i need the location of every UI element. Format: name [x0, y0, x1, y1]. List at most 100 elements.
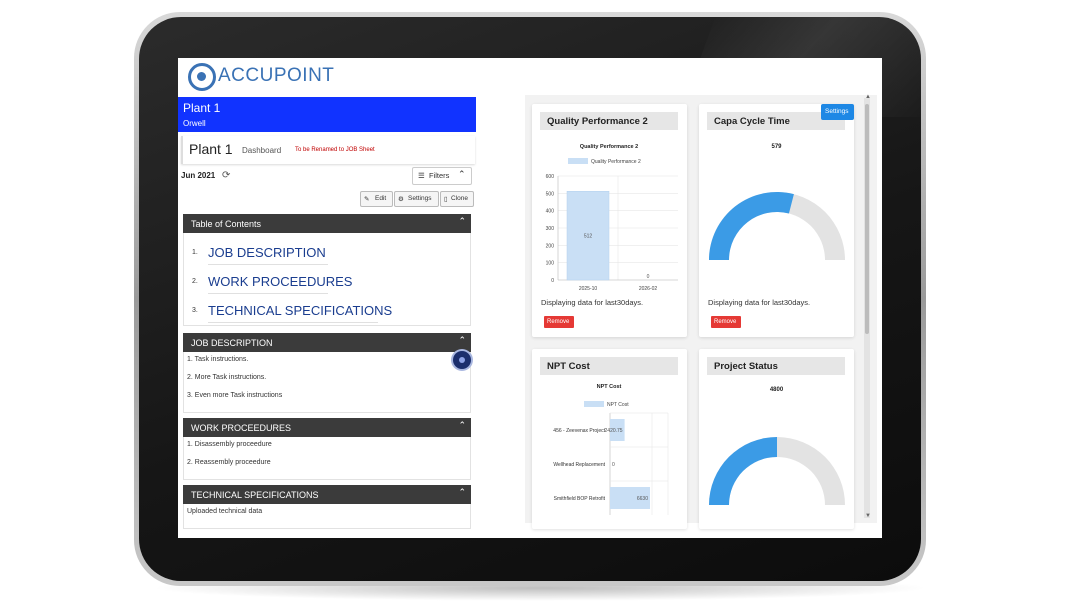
gauge-value: 579	[771, 144, 782, 150]
bar[interactable]	[610, 419, 625, 441]
page-subtitle: Dashboard	[242, 146, 282, 155]
list-item: 2. More Task instructions.	[187, 374, 267, 381]
card-title-label: Capa Cycle Time	[714, 116, 790, 127]
rename-note: To be Renamed to JOB Sheet	[295, 147, 375, 153]
category-label: 456 - Zeevenax Project	[553, 428, 605, 434]
toc-divider	[208, 264, 328, 265]
gear-icon: ⚙	[398, 196, 404, 203]
filters-label: Filters	[429, 171, 450, 180]
toc-item-number: 1.	[192, 249, 198, 256]
legend-label: Quality Performance 2	[591, 159, 641, 165]
chevron-up-icon: ⌃	[458, 487, 466, 497]
accupoint-logo-icon	[188, 63, 216, 91]
filters-button[interactable]: ☰ Filters ⌃	[412, 167, 472, 185]
bar[interactable]	[610, 487, 650, 509]
toc-item-number: 3.	[192, 307, 198, 314]
data-label: 0	[647, 274, 650, 280]
plant-header[interactable]: Plant 1 Orwell	[178, 97, 476, 132]
plant-name: Plant 1	[183, 101, 221, 115]
remove-label: Remove	[547, 319, 570, 325]
page-title-card: Plant 1 Dashboard To be Renamed to JOB S…	[181, 136, 475, 164]
legend-label: NPT Cost	[607, 402, 629, 408]
y-tick-label: 400	[546, 209, 555, 215]
project-status-card: Project Status 4800	[699, 349, 854, 529]
legend-swatch	[584, 401, 604, 407]
gauge-fill	[709, 192, 794, 260]
card-title: Quality Performance 2	[540, 112, 678, 130]
toc-item[interactable]: 3. TECHNICAL SPECIFICATIONS	[192, 303, 462, 325]
x-tick-label: 2026-02	[639, 286, 658, 292]
list-item: 2. Reassembly proceedure	[187, 459, 271, 466]
data-label: 6630	[637, 496, 648, 502]
clone-button[interactable]: ▯ Clone	[440, 191, 474, 207]
data-range-note: Displaying data for last30days.	[708, 298, 811, 307]
card-title: Project Status	[707, 357, 845, 375]
settings-button[interactable]: ⚙ Settings	[394, 191, 439, 207]
card-title-label: Project Status	[714, 361, 778, 372]
logo-dot	[197, 72, 206, 81]
y-tick-label: 0	[551, 278, 554, 284]
toc-body: 1. JOB DESCRIPTION 2. WORK PROCEEDURES 3…	[183, 233, 471, 326]
work-proceedures-header[interactable]: WORK PROCEEDURES ⌃	[183, 418, 471, 437]
filters-icon: ☰	[418, 171, 425, 180]
card-title-label: NPT Cost	[547, 361, 590, 372]
job-description-body: 1. Task instructions. 2. More Task instr…	[183, 352, 471, 413]
bar[interactable]	[566, 191, 610, 281]
toc-item[interactable]: 2. WORK PROCEEDURES	[192, 274, 462, 296]
dashboard-settings-button[interactable]: Settings	[821, 104, 854, 120]
remove-button[interactable]: Remove	[711, 316, 741, 328]
toc-item[interactable]: 1. JOB DESCRIPTION	[192, 245, 462, 267]
technical-specifications-header-label: TECHNICAL SPECIFICATIONS	[191, 490, 319, 500]
tablet-screen: ACCUPOINT Plant 1 Orwell Plant 1 Dashboa…	[178, 58, 882, 538]
brand-logo-text: ACCUPOINT	[218, 65, 335, 86]
data-label: 512	[584, 234, 593, 240]
plant-location: Orwell	[183, 119, 206, 128]
chevron-up-icon: ⌃	[458, 169, 466, 179]
y-tick-label: 300	[546, 226, 555, 232]
toc-header-label: Table of Contents	[191, 219, 262, 229]
npt-bar-chart: NPT Cost NPT Cost 456 - Zeevenax Project…	[553, 384, 669, 515]
list-item: Uploaded technical data	[187, 508, 263, 515]
project-gauge	[709, 437, 845, 505]
data-label: 0	[612, 462, 615, 468]
chevron-up-icon: ⌃	[458, 420, 466, 430]
toc-divider	[208, 322, 378, 323]
toc-header[interactable]: Table of Contents ⌃	[183, 214, 471, 233]
toc-item-label[interactable]: WORK PROCEEDURES	[208, 274, 353, 289]
category-label: Smithfield BOP Retrofit	[554, 496, 606, 502]
work-proceedures-body: 1. Disassembly proceedure 2. Reassembly …	[183, 437, 471, 480]
toc-item-label[interactable]: JOB DESCRIPTION	[208, 245, 326, 260]
scroll-up-arrow-icon[interactable]: ▲	[865, 94, 871, 100]
scrollbar-thumb[interactable]	[865, 104, 869, 334]
remove-button[interactable]: Remove	[544, 316, 574, 328]
fab-dot-icon	[459, 357, 465, 363]
npt-cost-card: NPT Cost NPT Cost NPT Cost 456 - Zeevena…	[532, 349, 687, 529]
document-icon: ▯	[444, 196, 448, 203]
edit-button[interactable]: ✎ Edit	[360, 191, 393, 207]
job-description-header-label: JOB DESCRIPTION	[191, 338, 273, 348]
quality-performance-card: Quality Performance 2 Quality Performanc…	[532, 104, 687, 337]
toc-divider	[208, 293, 328, 294]
category-label: Wellhead Replacement	[553, 462, 605, 468]
page-title: Plant 1	[189, 141, 233, 157]
settings-label: Settings	[825, 108, 849, 115]
capa-gauge	[709, 192, 845, 260]
job-description-header[interactable]: JOB DESCRIPTION ⌃	[183, 333, 471, 352]
data-label: 2420.75	[605, 428, 623, 434]
toc-item-label[interactable]: TECHNICAL SPECIFICATIONS	[208, 303, 393, 318]
technical-specifications-body: Uploaded technical data	[183, 504, 471, 529]
date-label[interactable]: Jun 2021	[181, 171, 216, 180]
chevron-up-icon: ⌃	[458, 335, 466, 345]
work-proceedures-header-label: WORK PROCEEDURES	[191, 423, 292, 433]
technical-specifications-header[interactable]: TECHNICAL SPECIFICATIONS ⌃	[183, 485, 471, 504]
edit-icon: ✎	[364, 196, 370, 203]
list-item: 3. Even more Task instructions	[187, 392, 283, 399]
refresh-icon[interactable]: ⟳	[222, 170, 231, 181]
y-tick-label: 200	[546, 243, 555, 249]
dashboard-panel: Quality Performance 2 Quality Performanc…	[525, 95, 877, 529]
clone-label: Clone	[451, 195, 468, 202]
chart-title: NPT Cost	[597, 384, 622, 390]
list-item: 1. Task instructions.	[187, 356, 249, 363]
scroll-down-arrow-icon[interactable]: ▼	[865, 513, 871, 519]
capa-cycle-time-card: Capa Cycle Time 579 Displaying data for …	[699, 104, 854, 337]
